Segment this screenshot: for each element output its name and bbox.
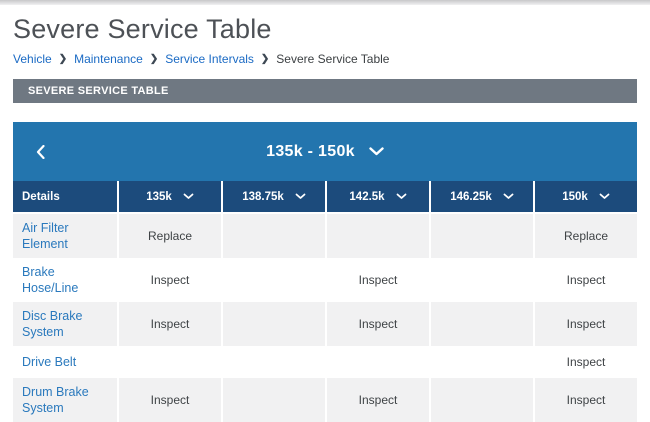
breadcrumb-link[interactable]: Maintenance	[74, 52, 143, 67]
column-header[interactable]: 142.5k	[325, 181, 429, 213]
breadcrumb-separator-icon: ❯	[58, 53, 68, 65]
service-cell	[325, 346, 429, 379]
breadcrumb-current: Severe Service Table	[276, 52, 390, 67]
row-label-link[interactable]: Drum Brake System	[22, 385, 89, 416]
service-cell: Inspect	[533, 302, 637, 347]
table-row: Brake Hose/Line Inspect Inspect Inspect	[13, 258, 637, 303]
row-label-cell: Drum Brake System	[13, 378, 117, 422]
column-header[interactable]: 135k	[117, 181, 221, 213]
table-row: Disc Brake System Inspect Inspect Inspect	[13, 302, 637, 347]
service-cell: Inspect	[325, 378, 429, 422]
service-cell	[325, 214, 429, 259]
service-cell	[429, 378, 533, 422]
column-header-label: 146.25k	[450, 190, 492, 203]
column-header[interactable]: 138.75k	[221, 181, 325, 213]
service-cell: Inspect	[533, 258, 637, 303]
breadcrumb-link[interactable]: Vehicle	[13, 52, 52, 67]
service-cell: Replace	[533, 214, 637, 259]
service-cell: Inspect	[533, 346, 637, 379]
row-label-cell: Drive Belt	[13, 346, 117, 378]
service-cell	[429, 258, 533, 303]
row-label-link[interactable]: Air Filter Element	[22, 221, 69, 252]
breadcrumb: Vehicle ❯ Maintenance ❯ Service Intervals ❯ Se…	[13, 52, 637, 66]
chevron-down-icon	[369, 147, 384, 156]
breadcrumb-separator-icon: ❯	[260, 53, 270, 65]
service-cell	[221, 346, 325, 379]
column-header[interactable]: 150k	[533, 181, 637, 213]
service-cell	[429, 214, 533, 259]
chevron-left-icon	[36, 144, 45, 159]
service-cell: Inspect	[117, 302, 221, 347]
row-label-link[interactable]: Drive Belt	[22, 355, 77, 370]
column-header-label: 138.75k	[242, 190, 284, 203]
breadcrumb-separator-icon: ❯	[149, 53, 159, 65]
service-cell	[221, 214, 325, 259]
chevron-down-icon	[599, 193, 610, 199]
chevron-down-icon	[503, 193, 514, 199]
service-cell: Inspect	[117, 378, 221, 422]
breadcrumb-link[interactable]: Service Intervals	[165, 52, 254, 67]
row-label-cell: Brake Hose/Line	[13, 258, 117, 302]
range-label: 135k - 150k	[266, 142, 355, 160]
service-cell	[429, 302, 533, 347]
column-header[interactable]: 146.25k	[429, 181, 533, 213]
service-cell	[221, 258, 325, 303]
service-cell: Inspect	[325, 302, 429, 347]
row-label-link[interactable]: Brake Hose/Line	[22, 265, 79, 296]
column-header-details: Details	[13, 181, 117, 212]
service-cell	[429, 346, 533, 379]
chevron-down-icon	[396, 193, 406, 199]
page-content: Severe Service Table Vehicle ❯ Maintenance…	[0, 14, 650, 422]
section-header-label: SEVERE SERVICE TABLE	[28, 85, 169, 98]
column-header-label: 142.5k	[349, 190, 385, 203]
service-cell: Inspect	[117, 258, 221, 303]
top-border	[0, 0, 650, 5]
service-cell: Replace	[117, 214, 221, 259]
section-header-bar: SEVERE SERVICE TABLE	[13, 79, 637, 104]
chevron-down-icon	[183, 193, 194, 199]
service-cell: Inspect	[325, 258, 429, 303]
row-label-cell: Air Filter Element	[13, 214, 117, 258]
table-body: Air Filter Element Replace Replace Brake Ho…	[13, 214, 637, 422]
column-header-label: Details	[22, 190, 60, 203]
row-label-link[interactable]: Disc Brake System	[22, 309, 83, 340]
service-cell: Inspect	[533, 378, 637, 422]
table-header-row: Details 135k 138.75k 142.5k 146.25k 150k	[13, 181, 637, 213]
previous-range-button[interactable]	[36, 122, 45, 181]
column-header-label: 150k	[562, 190, 588, 203]
row-label-cell: Disc Brake System	[13, 302, 117, 346]
column-header-label: 135k	[146, 190, 172, 203]
chevron-down-icon	[295, 193, 306, 199]
table-row: Drive Belt Inspect	[13, 346, 637, 379]
page-title: Severe Service Table	[13, 14, 272, 44]
range-selector-banner: 135k - 150k	[13, 122, 637, 182]
range-dropdown[interactable]: 135k - 150k	[266, 143, 384, 161]
service-cell	[221, 302, 325, 347]
service-cell	[221, 378, 325, 422]
table-row: Air Filter Element Replace Replace	[13, 214, 637, 259]
table-row: Drum Brake System Inspect Inspect Inspect	[13, 378, 637, 422]
service-cell	[117, 346, 221, 379]
